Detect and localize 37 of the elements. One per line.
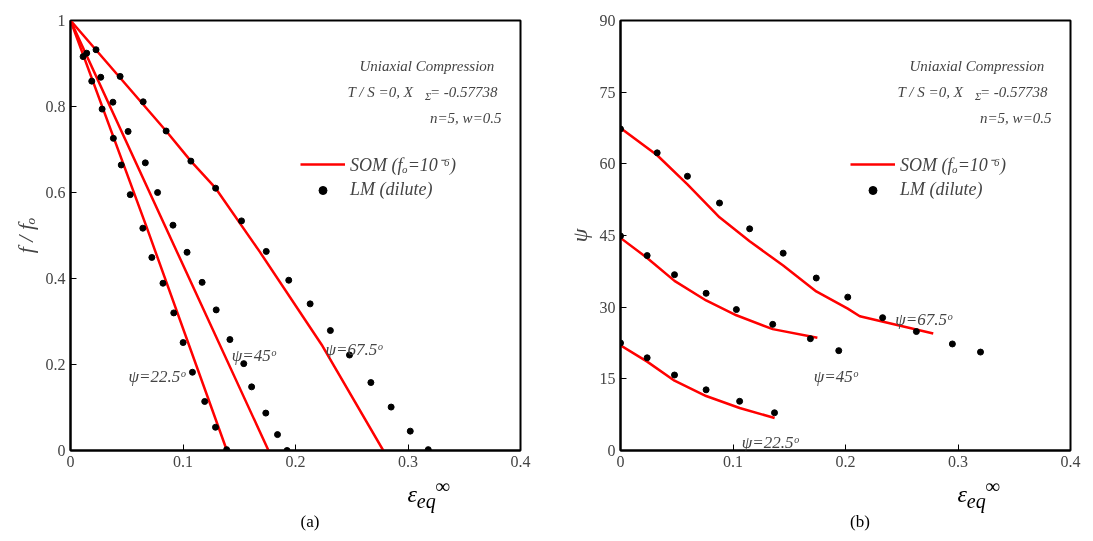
annotation: ψ=67.5ᵒ (895, 309, 954, 329)
y-tick-label: 0.8 (45, 98, 66, 115)
annotation: ψ=22.5ᵒ (741, 432, 800, 452)
x-tick-label: 0.2 (835, 452, 856, 470)
y-tick-label: 30 (599, 298, 616, 316)
text: (b) (850, 511, 870, 533)
annotation: ψ=45ᵒ (813, 367, 859, 387)
y-tick-label: 90 (599, 12, 616, 29)
y-tick-label: 0.6 (45, 184, 66, 201)
x-tick-label: 0.2 (285, 452, 306, 470)
y-tick-label: 0.4 (45, 270, 66, 287)
legend-label: LM (dilute) (900, 179, 983, 200)
annotation: ψ=67.5ᵒ (325, 339, 384, 359)
annotation: ψ=22.5ᵒ (128, 366, 187, 386)
y-tick-label: 1 (57, 12, 66, 29)
text: (a) (300, 511, 320, 533)
annotation: Uniaxial Compression (359, 57, 495, 74)
legend-label: SOM (fₒ=10⁻⁶) (900, 154, 1007, 176)
annotation: n=5, w=0.5 (430, 109, 502, 126)
y-axis-title: f / fₒ (12, 217, 38, 254)
legend-label: SOM (fₒ=10⁻⁶) (350, 154, 457, 176)
x-tick-label: 0.1 (173, 452, 193, 470)
annotation: ψ=45ᵒ (231, 346, 277, 366)
y-tick-label: 60 (599, 155, 616, 173)
annotation: Uniaxial Compression (909, 57, 1045, 74)
x-tick-label: 0.4 (1060, 452, 1081, 470)
x-tick-label: 0.3 (398, 452, 418, 470)
y-tick-label: 15 (599, 370, 616, 388)
y-tick-label: 0.2 (45, 356, 66, 373)
y-tick-label: 75 (599, 83, 616, 101)
y-axis-title: ψ (566, 228, 592, 243)
annotation: n=5, w=0.5 (980, 109, 1052, 126)
y-tick-label: 45 (599, 227, 616, 244)
x-tick-label: 0.1 (723, 452, 743, 470)
x-tick-label: 0.3 (948, 452, 968, 470)
legend-label: LM (dilute) (350, 179, 433, 200)
x-tick-label: 0.4 (510, 452, 531, 470)
